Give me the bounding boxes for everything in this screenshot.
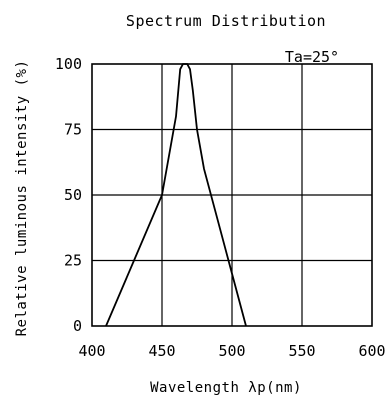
x-tick-label: 600 — [358, 342, 385, 360]
y-axis-label: Relative luminous intensity (%) — [14, 60, 30, 337]
y-tick-label: 50 — [64, 186, 82, 204]
y-tick-label: 100 — [55, 55, 82, 73]
y-tick-label: 25 — [64, 252, 82, 270]
x-axis-label: Wavelength λp(nm) — [150, 380, 302, 396]
x-tick-label: 500 — [218, 342, 245, 360]
tick-labels: 0 25 50 75 100 400 450 500 550 600 — [55, 55, 386, 360]
x-tick-label: 550 — [288, 342, 315, 360]
x-tick-label: 450 — [148, 342, 175, 360]
grid-lines — [92, 64, 372, 326]
y-tick-label: 75 — [64, 121, 82, 139]
chart-title: Spectrum Distribution — [126, 12, 326, 30]
y-tick-label: 0 — [73, 317, 82, 335]
x-tick-label: 400 — [78, 342, 105, 360]
